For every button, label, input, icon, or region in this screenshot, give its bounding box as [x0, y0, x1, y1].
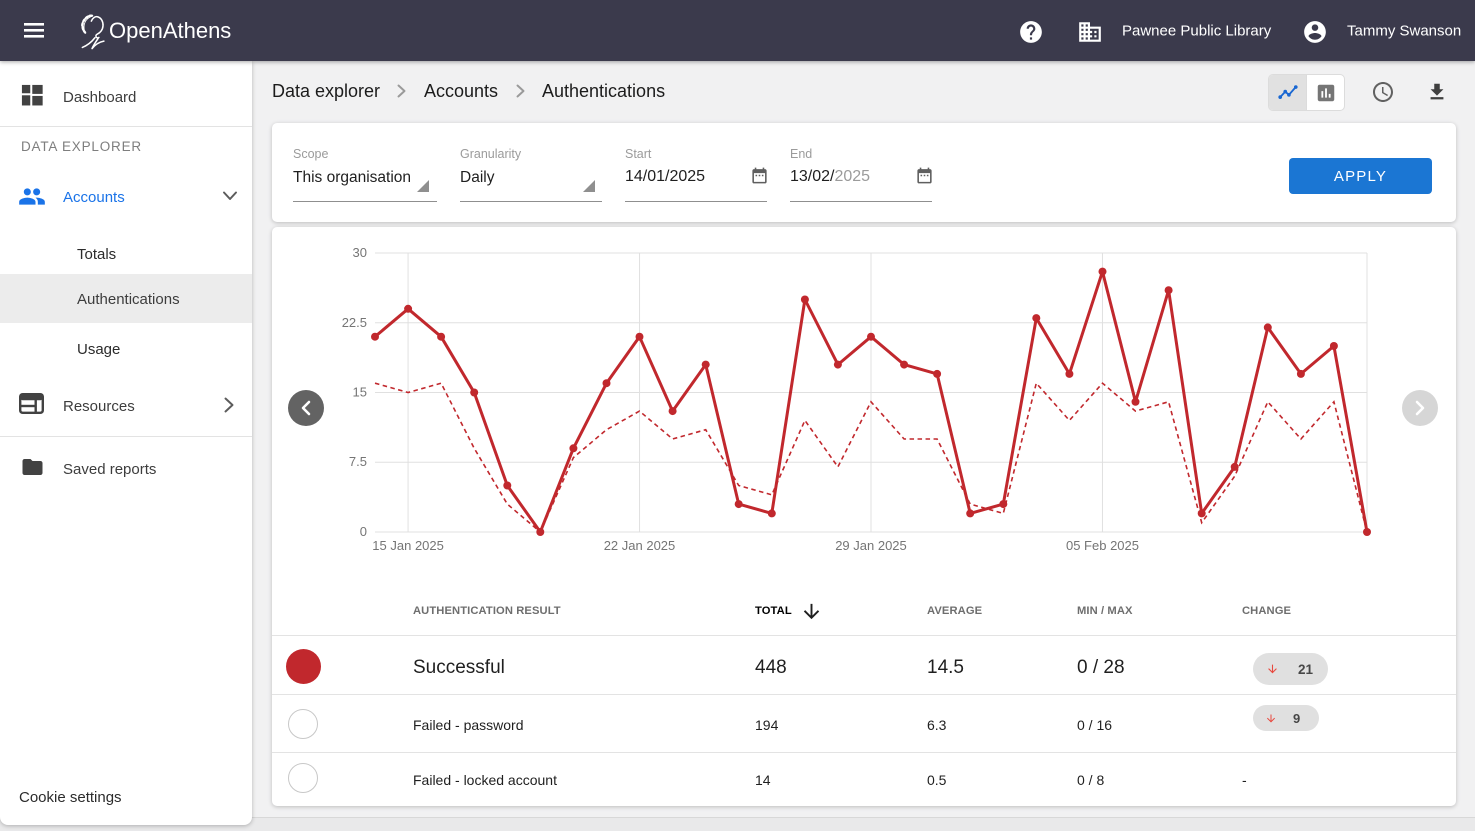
svg-text:15: 15 [353, 385, 367, 400]
svg-text:15 Jan 2025: 15 Jan 2025 [372, 538, 444, 553]
svg-text:22 Jan 2025: 22 Jan 2025 [604, 538, 676, 553]
svg-text:30: 30 [353, 245, 367, 260]
svg-text:7.5: 7.5 [349, 454, 367, 469]
svg-text:22.5: 22.5 [342, 315, 367, 330]
svg-text:0: 0 [360, 524, 367, 539]
svg-text:05 Feb 2025: 05 Feb 2025 [1066, 538, 1139, 553]
svg-text:29 Jan 2025: 29 Jan 2025 [835, 538, 907, 553]
